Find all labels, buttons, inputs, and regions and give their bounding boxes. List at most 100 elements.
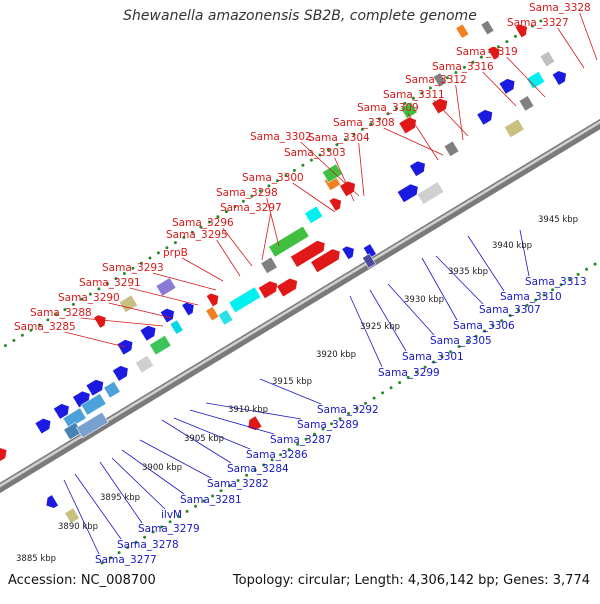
forward-gene-label: Sama_3304 <box>308 132 370 144</box>
forward-leader-line <box>182 258 223 281</box>
forward-leader-line <box>456 85 463 140</box>
guide-dot <box>174 241 177 244</box>
axis-tick-label: 3885 kbp <box>16 554 56 564</box>
guide-dot <box>21 334 24 337</box>
reverse-gene-label: Sama_3305 <box>430 335 492 347</box>
forward-gene-label: Sama_3290 <box>58 292 120 304</box>
gene-arrow <box>329 195 344 210</box>
accession-text: Accession: NC_008700 <box>8 573 156 588</box>
gene-block <box>417 182 444 205</box>
gene-block <box>519 96 534 111</box>
forward-gene-label: Sama_3319 <box>456 46 518 58</box>
forward-gene-label: Sama_3300 <box>242 172 304 184</box>
guide-dot <box>398 381 401 384</box>
gene-arrow <box>182 300 197 315</box>
gene-block <box>261 257 277 273</box>
guide-dot <box>505 40 508 43</box>
guide-dot <box>381 391 384 394</box>
forward-leader-line <box>65 332 125 347</box>
reverse-gene-label: Sama_3313 <box>525 276 587 288</box>
forward-gene-label: Sama_3291 <box>79 277 141 289</box>
gene-block <box>540 51 555 66</box>
forward-leader-line <box>262 213 271 260</box>
gene-block <box>444 141 459 156</box>
reverse-gene-label: Sama_3278 <box>117 539 179 551</box>
axis-tick-label: 3910 kbp <box>228 405 268 415</box>
forward-gene-label: Sama_3303 <box>284 147 346 159</box>
gene-arrow <box>113 363 131 381</box>
reverse-leader-line <box>370 290 406 351</box>
reverse-gene-label: Sama_3281 <box>180 494 242 506</box>
gene-block <box>229 287 261 313</box>
axis-tick-label: 3905 kbp <box>184 434 224 444</box>
reverse-gene-label: Sama_3287 <box>270 434 332 446</box>
gene-arrow <box>43 495 58 510</box>
forward-leader-line <box>109 303 172 318</box>
guide-dot <box>514 35 517 38</box>
forward-gene-label: Sama_3295 <box>166 229 228 241</box>
gene-arrow <box>35 416 53 434</box>
reverse-gene-label: Sama_3277 <box>95 554 157 566</box>
forward-gene-label: Sama_3285 <box>14 321 76 333</box>
reverse-gene-label: Sama_3301 <box>402 351 464 363</box>
gene-arrow <box>86 377 106 396</box>
guide-dot <box>157 251 160 254</box>
reverse-gene-label: Sama_3310 <box>500 291 562 303</box>
axis-tick-label: 3895 kbp <box>100 493 140 503</box>
gene-arrow <box>207 291 222 306</box>
forward-leader-line <box>558 28 584 68</box>
guide-dot <box>594 263 597 266</box>
gene-block <box>305 206 323 224</box>
guide-dot <box>585 268 588 271</box>
gene-block <box>456 24 469 38</box>
reverse-gene-label: ilvM <box>161 509 182 521</box>
gene-arrow <box>399 115 419 134</box>
forward-leader-line <box>434 100 468 136</box>
guide-dot <box>310 159 313 162</box>
axis-tick-label: 3945 kbp <box>538 215 578 225</box>
guide-dot <box>186 510 189 513</box>
reverse-gene-label: Sama_3282 <box>207 478 269 490</box>
axis-tick-label: 3930 kbp <box>404 295 444 305</box>
forward-leader-line <box>384 128 443 155</box>
gene-block <box>119 295 137 313</box>
axis-tick-label: 3940 kbp <box>492 241 532 251</box>
forward-gene-label: Sama_3298 <box>216 187 278 199</box>
gene-arrow <box>500 76 518 94</box>
reverse-leader-line <box>520 230 529 276</box>
reverse-gene-label: Sama_3306 <box>453 320 515 332</box>
gene-arrow <box>0 445 10 463</box>
guide-dot <box>390 386 393 389</box>
forward-gene-label: Sama_3316 <box>432 61 494 73</box>
gene-arrow <box>410 159 428 177</box>
gene-block <box>170 320 183 334</box>
genome-summary-text: Topology: circular; Length: 4,306,142 bp… <box>233 573 590 588</box>
guide-dot <box>148 257 151 260</box>
forward-gene-label: Sama_3296 <box>172 217 234 229</box>
forward-gene-label: Sama_3302 <box>250 131 312 143</box>
gene-arrow <box>342 244 357 259</box>
gene-block <box>218 310 233 325</box>
gene-block <box>504 119 524 138</box>
gene-arrow <box>161 306 177 322</box>
reverse-gene-label: Sama_3292 <box>317 404 379 416</box>
guide-dot <box>12 339 15 342</box>
gene-arrow <box>477 107 495 125</box>
reverse-gene-label: Sama_3286 <box>246 449 308 461</box>
gene-arrow <box>140 323 158 341</box>
gene-arrow <box>259 279 281 299</box>
forward-gene-label: Sama_3312 <box>405 74 467 86</box>
forward-gene-label: Sama_3309 <box>357 102 419 114</box>
forward-gene-label: Sama_3293 <box>102 262 164 274</box>
gene-block <box>104 381 120 397</box>
guide-dot <box>4 344 7 347</box>
gene-arrow <box>277 276 300 297</box>
axis-tick-label: 3900 kbp <box>142 463 182 473</box>
gene-arrow <box>553 68 569 84</box>
axis-tick-label: 3925 kbp <box>360 322 400 332</box>
reverse-gene-label: Sama_3279 <box>138 523 200 535</box>
forward-gene-label: Sama_3311 <box>383 89 445 101</box>
gene-arrow <box>245 416 261 432</box>
